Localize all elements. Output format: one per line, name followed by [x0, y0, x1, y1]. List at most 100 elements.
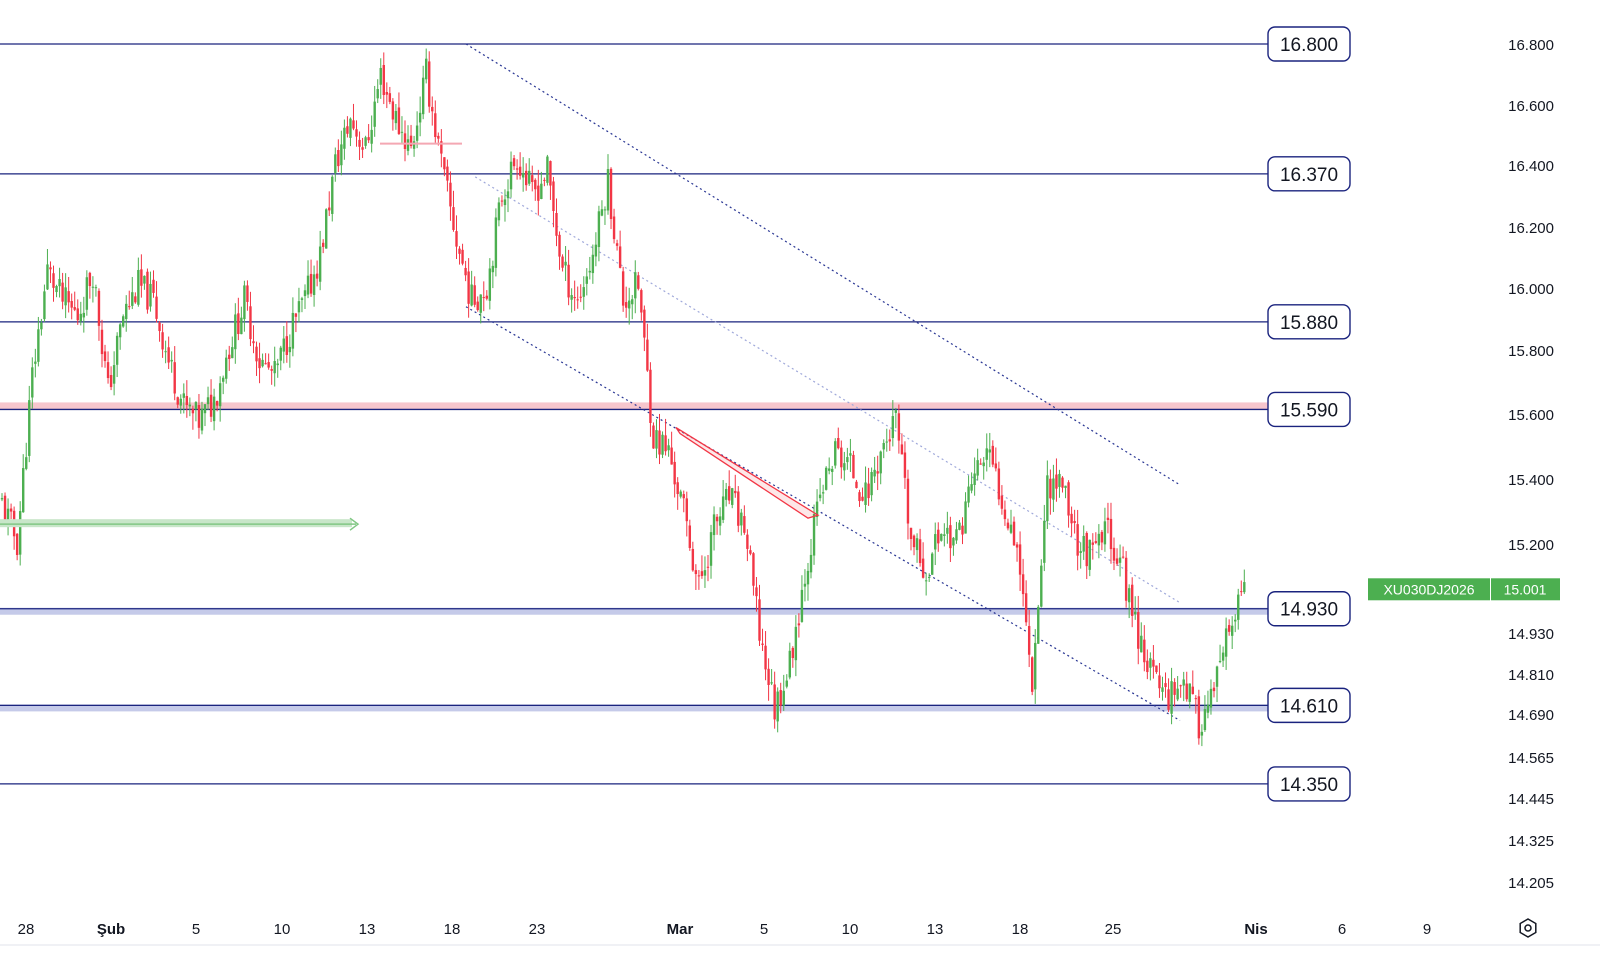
candle [934, 522, 937, 566]
candle-body [994, 463, 998, 469]
candle-body [467, 271, 470, 304]
candle [658, 413, 661, 465]
candle-body [334, 154, 337, 174]
candle-body [549, 161, 552, 186]
candle [1137, 595, 1140, 665]
candle [155, 281, 158, 323]
candle [1130, 577, 1134, 628]
level-box[interactable]: 14.610 [1267, 687, 1351, 724]
candle [22, 454, 25, 513]
candle-body [179, 398, 182, 406]
candle [137, 257, 140, 307]
candle [940, 533, 943, 542]
candle-body [852, 454, 855, 479]
candle [494, 208, 498, 277]
candle-body [294, 313, 298, 317]
candle [815, 489, 819, 526]
candle-body [128, 306, 131, 308]
candle-body [340, 144, 343, 166]
candle-body [1024, 593, 1028, 623]
candle [52, 265, 55, 302]
candle [691, 541, 695, 572]
candle-body [682, 494, 685, 499]
candle-body [91, 286, 95, 288]
candle-body [1221, 652, 1225, 661]
candle [888, 429, 891, 451]
candle-body [218, 383, 222, 407]
candle [500, 195, 504, 207]
candle-body [1009, 524, 1013, 533]
candle-body [9, 508, 13, 512]
candle [1240, 580, 1243, 596]
candle-body [122, 316, 125, 327]
level-box[interactable]: 14.350 [1267, 766, 1351, 802]
x-axis-tick: Mar [667, 921, 694, 938]
candle-body [1034, 642, 1037, 690]
candle-body [300, 298, 304, 300]
candle [1088, 539, 1091, 577]
candle [543, 177, 546, 187]
candle-body [1055, 474, 1058, 489]
candle-body [394, 110, 398, 124]
candle [91, 276, 95, 303]
candle-body [1182, 679, 1185, 686]
candle-body [779, 690, 782, 706]
candle-body [346, 126, 349, 134]
candle-body [606, 169, 610, 211]
level-box[interactable]: 14.930 [1267, 591, 1351, 627]
candle-body [415, 125, 419, 141]
candle [949, 516, 952, 562]
candle [470, 270, 473, 307]
candle-body [64, 287, 67, 306]
candle-body [22, 468, 25, 513]
candle-body [406, 139, 410, 151]
candle-body [437, 135, 440, 139]
candle [655, 419, 658, 459]
level-zone-red [0, 402, 1268, 410]
candle [1058, 469, 1061, 498]
candle-body [243, 285, 246, 320]
candle [827, 457, 831, 475]
candle-body [758, 599, 761, 641]
candle [612, 208, 616, 244]
candle [531, 165, 534, 192]
candle [412, 135, 416, 157]
candle [312, 265, 316, 307]
level-box[interactable]: 15.880 [1267, 304, 1351, 340]
candle-body [443, 157, 446, 170]
level-box[interactable]: 15.590 [1267, 391, 1351, 428]
candle-body [1170, 681, 1173, 714]
candle [212, 388, 216, 431]
candle-body [879, 451, 882, 474]
candle [264, 353, 267, 365]
candle [40, 318, 43, 336]
y-axis-tick: 14.690 [1508, 707, 1554, 724]
level-box[interactable]: 16.800 [1267, 26, 1351, 62]
candle-body [237, 313, 240, 335]
candle-body [861, 496, 864, 501]
candle-body [258, 358, 261, 369]
gear-icon[interactable] [1519, 918, 1537, 938]
candle-body [1003, 509, 1007, 520]
candle-body [1103, 521, 1107, 545]
candle [988, 432, 991, 468]
candle-body [273, 361, 276, 374]
candle [918, 528, 922, 567]
candle [1094, 532, 1098, 545]
candle [488, 258, 492, 310]
candle [288, 334, 292, 368]
candle [849, 438, 852, 472]
candle [1009, 509, 1013, 535]
candle [1079, 542, 1082, 569]
candle-body [1027, 626, 1031, 655]
level-box[interactable]: 16.370 [1267, 156, 1351, 192]
candle-body [0, 498, 4, 500]
candle-body [770, 682, 773, 684]
candle-body [688, 525, 692, 548]
candle [1061, 476, 1064, 493]
candle-body [594, 244, 598, 257]
candle [561, 254, 564, 272]
candle [300, 296, 304, 313]
candle-body [906, 478, 910, 524]
